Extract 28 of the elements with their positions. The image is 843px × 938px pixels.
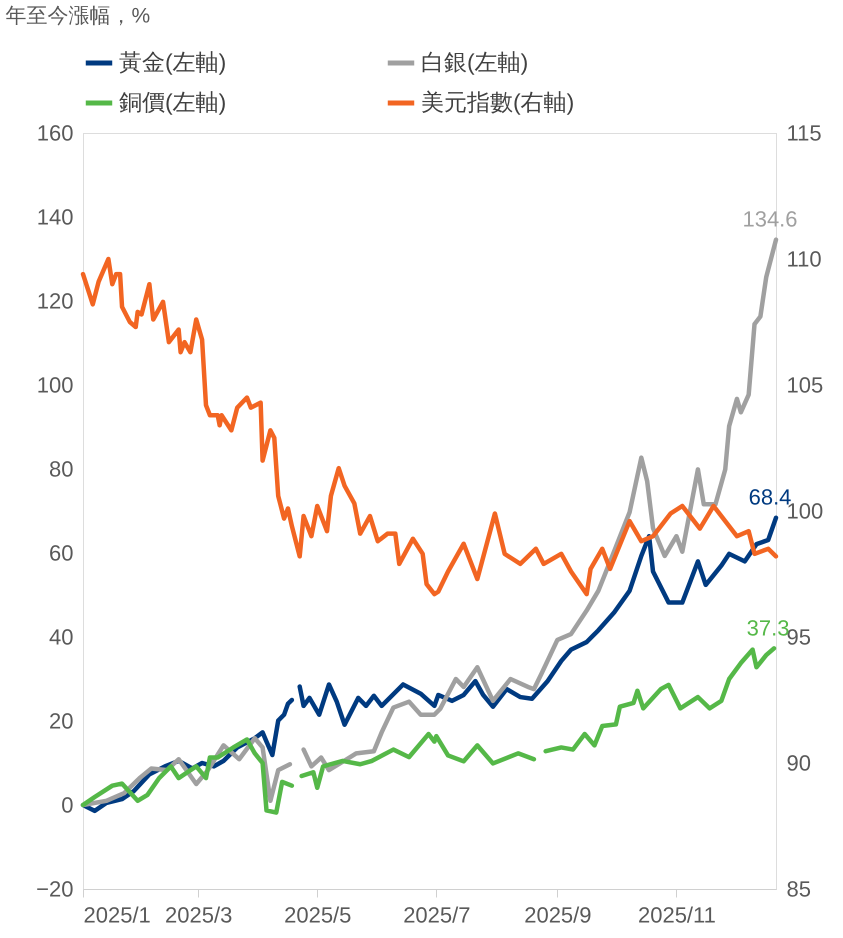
y-tick-label: 140 [36,204,74,230]
legend-label: 黃金(左軸) [119,49,226,75]
y-tick-label: 160 [36,120,74,146]
y-tick-label: 100 [36,372,74,398]
y-tick-label: 60 [49,540,74,566]
x-tick-label: 2025/3 [165,902,232,928]
y-tick-label: 20 [49,708,74,734]
annotation: 134.6 [742,206,798,232]
y2-tick-label: 85 [786,876,811,902]
y2-tick-label: 110 [786,246,822,272]
y-tick-label: 120 [36,288,74,314]
y2-tick-label: 115 [786,120,822,146]
y2-tick-label: 95 [786,624,811,650]
legend-label: 白銀(左軸) [421,49,528,75]
y-axis-title: 年至今漲幅，% [6,4,150,28]
x-tick-label: 2025/7 [403,902,470,928]
x-tick-label: 2025/5 [284,902,352,928]
x-tick-label: 2025/9 [524,902,592,928]
y-tick-label: −20 [36,876,74,902]
y2-tick-label: 105 [786,372,824,398]
legend-label: 銅價(左軸) [119,89,226,115]
y-tick-label: 80 [49,456,74,482]
x-tick-label: 2025/11 [638,902,716,928]
legend-label: 美元指數(右軸) [421,89,574,115]
y2-tick-label: 90 [786,750,811,776]
y-tick-label: 40 [49,624,74,650]
x-tick-label: 2025/1 [84,902,151,928]
y-tick-label: 0 [61,792,74,818]
